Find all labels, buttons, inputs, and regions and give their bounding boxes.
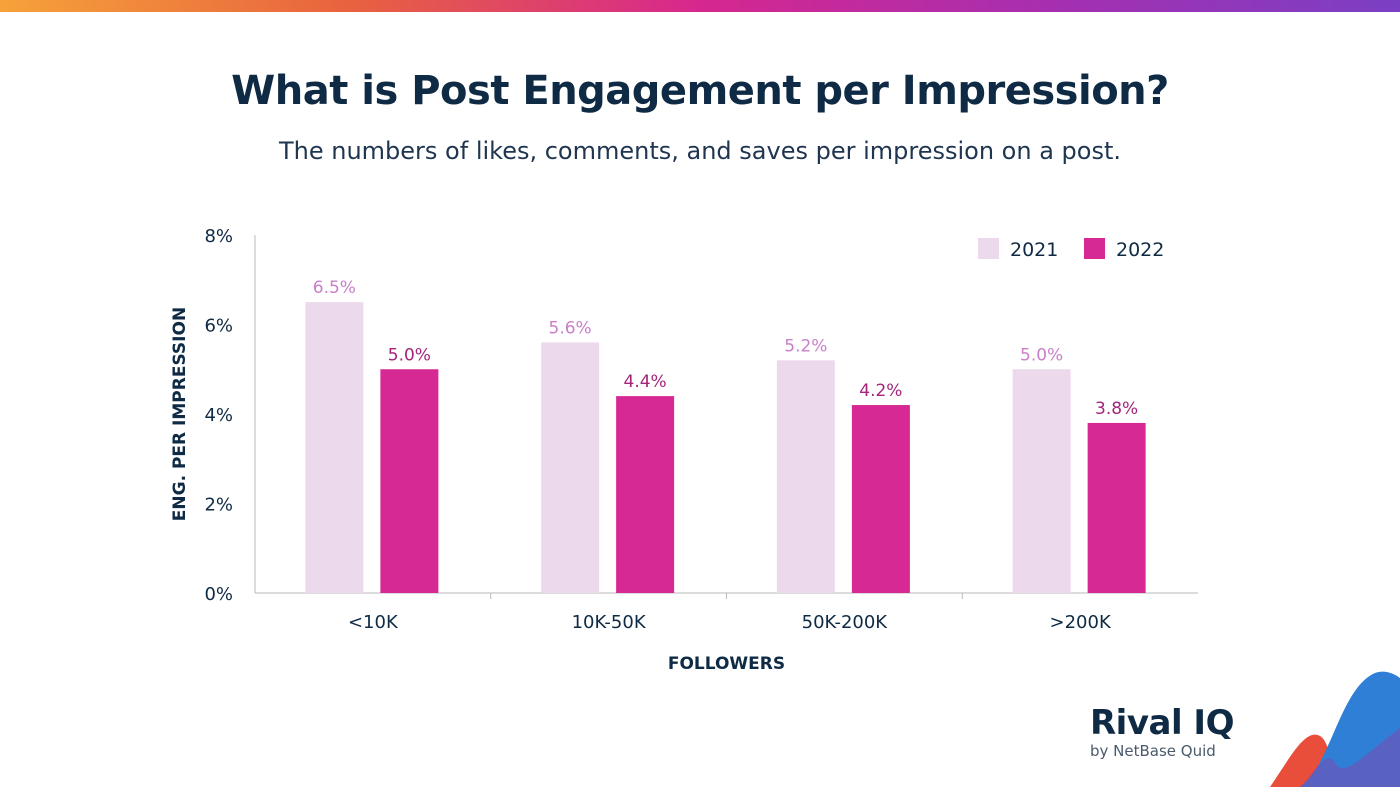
data-label-2021: 5.6% — [549, 318, 592, 338]
legend-label-2022: 2022 — [1116, 239, 1164, 261]
legend-label-2021: 2021 — [1010, 239, 1058, 261]
bar-2021 — [776, 360, 835, 593]
brand-logo: Rival IQ by NetBase Quid — [1090, 703, 1235, 760]
y-tick-label: 0% — [204, 584, 233, 605]
data-label-2022: 4.4% — [624, 372, 667, 392]
bar-2022 — [851, 405, 910, 593]
y-axis-title: ENG. PER IMPRESSION — [170, 307, 190, 521]
bar-2022 — [616, 396, 675, 593]
bar-2021 — [1012, 369, 1071, 593]
x-category-label: <10K — [348, 612, 399, 633]
x-category-label: 10K-50K — [572, 612, 647, 633]
brand-logo-sub: by NetBase Quid — [1090, 742, 1216, 760]
y-tick-label: 8% — [204, 226, 233, 247]
x-category-label: >200K — [1050, 612, 1112, 633]
top-gradient-bar — [0, 0, 1400, 12]
bar-2022 — [1087, 422, 1146, 593]
data-label-2021: 5.0% — [1020, 345, 1063, 365]
x-axis-title: FOLLOWERS — [668, 654, 785, 674]
legend-swatch-2022 — [1084, 238, 1105, 259]
y-tick-label: 6% — [204, 316, 233, 337]
x-category-label: 50K-200K — [802, 612, 889, 633]
bar-2021 — [541, 342, 600, 593]
data-label-2022: 4.2% — [859, 381, 902, 401]
y-tick-label: 4% — [204, 405, 233, 426]
legend-swatch-2021 — [978, 238, 999, 259]
page-subtitle: The numbers of likes, comments, and save… — [278, 137, 1121, 165]
data-label-2022: 3.8% — [1095, 399, 1138, 419]
data-label-2022: 5.0% — [388, 345, 431, 365]
data-label-2021: 6.5% — [313, 278, 356, 298]
bar-2021 — [305, 302, 364, 593]
y-tick-label: 2% — [204, 495, 233, 516]
brand-wave-graphic — [1270, 671, 1400, 787]
page-title: What is Post Engagement per Impression? — [231, 68, 1169, 114]
brand-logo-main: Rival IQ — [1090, 703, 1235, 743]
bar-2022 — [380, 369, 439, 593]
data-label-2021: 5.2% — [784, 336, 827, 356]
